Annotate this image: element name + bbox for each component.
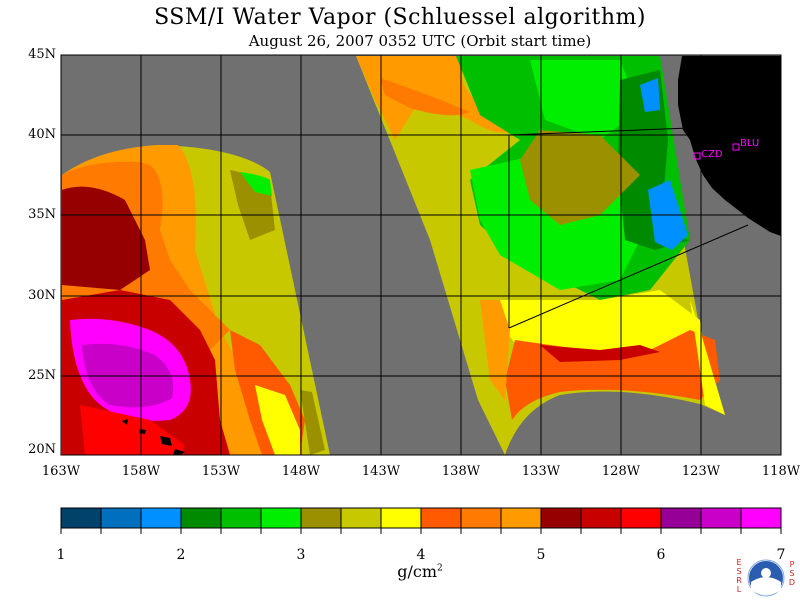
- colorbar-tick-label: 3: [296, 547, 306, 563]
- lon-label-148w: 148W: [281, 464, 321, 479]
- lon-label-153w: 153W: [201, 464, 241, 479]
- map-frame: [60, 54, 782, 456]
- west-swath: [62, 145, 330, 455]
- colorbar-swatch: [581, 508, 622, 528]
- colorbar-tick-label: 5: [536, 547, 546, 563]
- lon-label-133w: 133W: [521, 464, 561, 479]
- lon-label-143w: 143W: [361, 464, 401, 479]
- map-title: SSM/I Water Vapor (Schluessel algorithm): [154, 5, 646, 30]
- colorbar-swatch: [141, 508, 182, 528]
- lat-lon-grid: [61, 55, 781, 455]
- lon-label-158w: 158W: [121, 464, 161, 479]
- lon-label-163w: 163W: [41, 464, 81, 479]
- colorbar-swatch: [541, 508, 582, 528]
- colorbar-tick-label: 6: [656, 547, 666, 563]
- station-label-czd: CZD: [701, 149, 723, 160]
- colorbar-swatch: [341, 508, 382, 528]
- station-marker-czd: [693, 152, 701, 160]
- lon-label-123w: 123W: [681, 464, 721, 479]
- colorbar-tick-label: 7: [776, 547, 786, 563]
- lat-label-45n: 45N: [28, 47, 56, 62]
- colorbar-swatch: [221, 508, 262, 528]
- colorbar-swatch: [61, 508, 102, 528]
- colorbar-swatch: [381, 508, 422, 528]
- colorbar-swatch: [181, 508, 222, 528]
- lat-label-35n: 35N: [28, 207, 56, 222]
- colorbar-swatch: [461, 508, 502, 528]
- colorbar-tick-label: 4: [416, 547, 426, 563]
- colorbar-swatch: [301, 508, 342, 528]
- colorbar: [60, 507, 782, 534]
- station-label-blu: BLU: [740, 138, 759, 149]
- lat-label-20n: 20N: [28, 442, 56, 457]
- colorbar-swatch: [421, 508, 462, 528]
- station-marker-blu: [732, 143, 740, 151]
- lon-label-118w: 118W: [761, 464, 800, 479]
- colorbar-swatch: [261, 508, 302, 528]
- lat-label-25n: 25N: [28, 368, 56, 383]
- lat-label-40n: 40N: [28, 127, 56, 142]
- map-subtitle: August 26, 2007 0352 UTC (Orbit start ti…: [248, 32, 592, 50]
- noaa-logo-icon: [747, 559, 785, 597]
- california-coast: [678, 56, 781, 236]
- colorbar-swatch: [101, 508, 142, 528]
- colorbar-tick-label: 2: [176, 547, 186, 563]
- colorbar-swatch: [621, 508, 662, 528]
- colorbar-swatch: [741, 508, 782, 528]
- colorbar-tick-label: 1: [56, 547, 66, 563]
- colorbar-swatch: [701, 508, 742, 528]
- colorbar-swatch: [661, 508, 702, 528]
- colorbar-swatch: [501, 508, 542, 528]
- lon-label-128w: 128W: [601, 464, 641, 479]
- colorbar-unit: g/cm2: [397, 562, 443, 581]
- lon-label-138w: 138W: [441, 464, 481, 479]
- lat-label-30n: 30N: [28, 288, 56, 303]
